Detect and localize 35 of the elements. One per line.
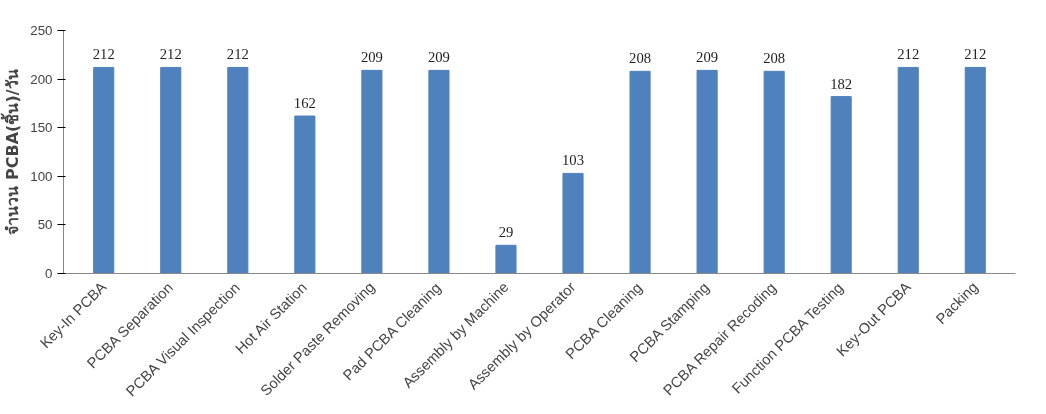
y-tick-label: 250	[30, 23, 53, 38]
data-label: 212	[159, 46, 182, 63]
data-label: 212	[92, 46, 115, 63]
data-label: 209	[696, 49, 719, 66]
bar	[562, 172, 584, 274]
bar	[160, 66, 182, 274]
y-tick-label: 0	[45, 266, 53, 281]
bar	[629, 70, 651, 274]
bar	[897, 66, 919, 274]
bar	[428, 69, 450, 274]
data-label: 162	[293, 95, 316, 112]
data-label: 209	[360, 49, 383, 66]
bar	[361, 69, 383, 274]
data-label: 182	[830, 75, 853, 92]
y-tick-label: 50	[37, 217, 53, 233]
y-tick-label: 100	[30, 168, 53, 184]
y-axis-title: จำนวน PCBA(ชิ้น)/วัน	[0, 69, 23, 235]
data-label: 208	[629, 50, 652, 67]
bar	[696, 69, 718, 274]
bar	[830, 96, 852, 274]
bar	[93, 66, 115, 274]
bar	[495, 244, 517, 274]
y-tick-label: 200	[30, 71, 53, 87]
bar	[227, 66, 249, 274]
data-label: 212	[226, 46, 249, 63]
data-label: 212	[964, 46, 987, 63]
bar	[763, 70, 785, 274]
y-tick-label: 150	[30, 120, 53, 136]
data-label: 208	[763, 50, 786, 67]
bar	[964, 66, 986, 274]
bar	[294, 115, 316, 274]
data-label: 212	[897, 46, 920, 63]
data-label: 103	[562, 152, 585, 169]
data-label: 209	[427, 49, 450, 66]
data-label: 29	[498, 224, 514, 241]
